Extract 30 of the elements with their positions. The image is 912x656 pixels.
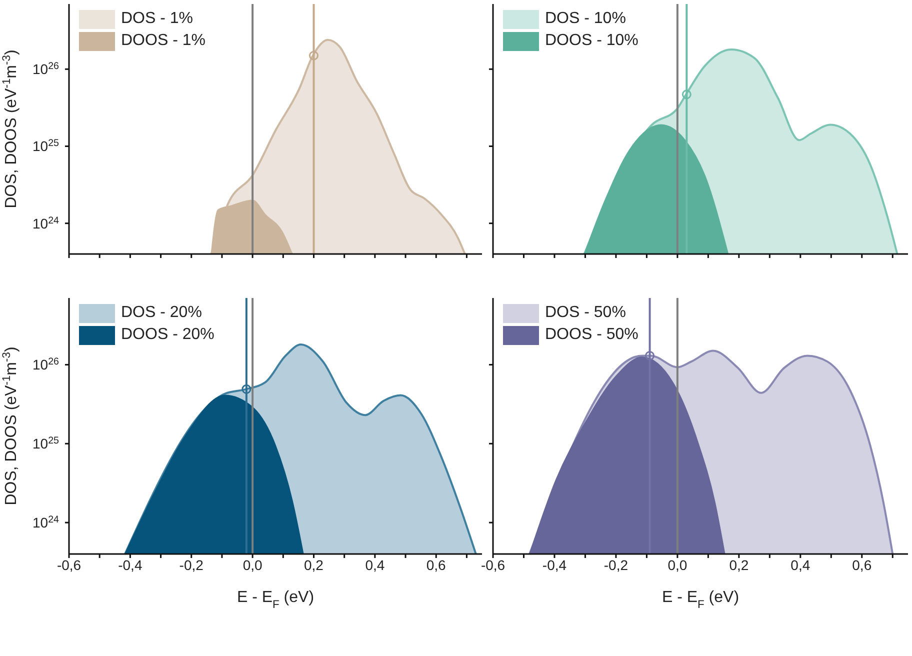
x-tick-label: 0,0 [242,556,262,573]
x-tick-label: 0,2 [304,556,324,573]
x-axis-title: E - E$_{F}$ (eV) [236,589,314,611]
x-tick-label: -0,4 [542,556,567,573]
y-tick-label: 10$^{24}$ [32,514,60,531]
x-axis-title: E - E$_{F}$ (eV) [662,589,740,611]
x-tick-label: 0,4 [365,556,385,573]
legend-label: DOOS - 1% [121,32,206,50]
legend-label: DOS - 1% [121,10,194,28]
x-tick-label: 0,4 [790,556,810,573]
x-tick-label: -0,6 [56,556,82,573]
legend-label: DOOS - 10% [545,32,638,50]
legend-label: DOS - 20% [121,304,202,322]
x-tick-label: -0,2 [179,556,204,573]
legend-label: DOS - 50% [545,304,626,322]
y-tick-label: 10$^{26}$ [32,356,60,373]
x-tick-label: 0,6 [426,556,446,573]
x-tick-label: 0,0 [668,556,688,573]
y-tick-label: 10$^{25}$ [32,435,60,452]
x-tick-label: 0,2 [729,556,749,573]
legend-label: DOOS - 20% [121,326,214,344]
x-tick-label: -0,6 [480,556,506,573]
y-tick-label: 10$^{26}$ [32,60,60,78]
x-tick-label: -0,4 [118,556,142,573]
legend-label: DOOS - 50% [545,326,638,344]
y-tick-label: 10$^{24}$ [32,214,60,232]
legend-label: DOS - 10% [545,10,626,28]
x-tick-label: 0,6 [852,556,872,573]
x-tick-label: -0,2 [604,556,628,573]
y-tick-label: 10$^{25}$ [32,138,60,154]
